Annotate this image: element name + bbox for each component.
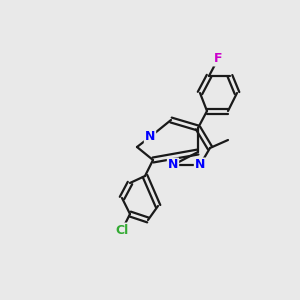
Text: Cl: Cl (116, 224, 129, 236)
Text: F: F (214, 52, 222, 65)
Text: N: N (168, 158, 178, 172)
Text: N: N (195, 158, 205, 172)
Text: N: N (145, 130, 155, 143)
